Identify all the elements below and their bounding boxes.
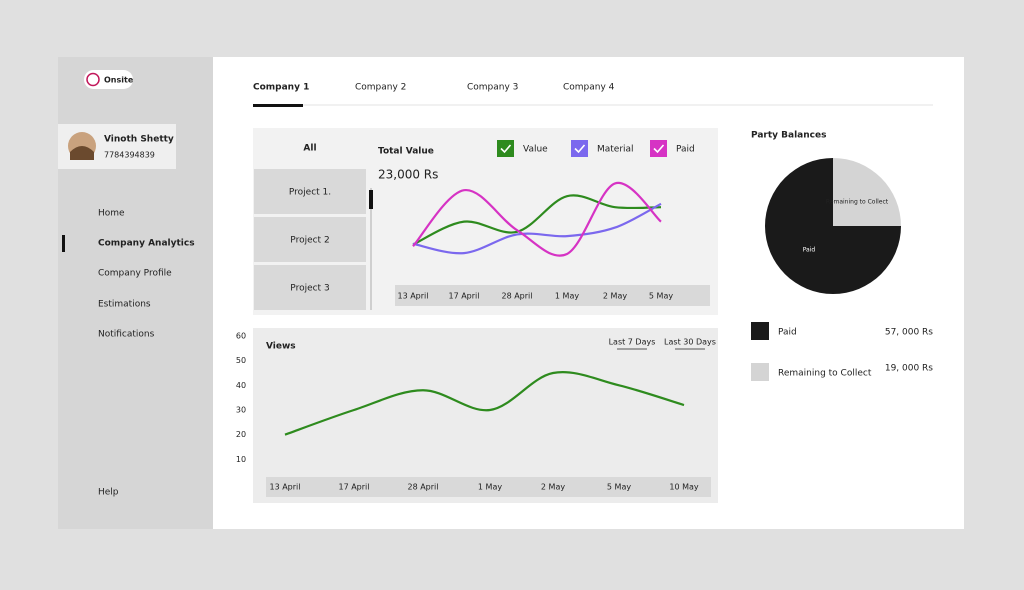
x-tick-label: 17 April — [338, 483, 369, 492]
y-tick-label: 40 — [236, 381, 246, 390]
x-tick-label: 10 May — [669, 483, 699, 492]
nav-item[interactable]: Notifications — [98, 330, 155, 340]
x-tick-label: 13 April — [397, 292, 428, 301]
x-tick-label: 5 May — [649, 292, 673, 301]
chart-title: Total Value — [378, 147, 434, 157]
x-axis-strip — [266, 477, 711, 497]
chart-title: Party Balances — [751, 131, 826, 141]
x-axis-strip — [395, 285, 710, 306]
brand-logo — [86, 72, 100, 87]
legend-checkbox[interactable] — [571, 140, 588, 157]
legend-swatch — [751, 322, 769, 340]
legend-value: 57, 000 Rs — [885, 328, 933, 338]
legend-label: Paid — [676, 145, 695, 155]
series-line — [412, 202, 662, 255]
chart-title: Views — [266, 342, 296, 352]
tab[interactable]: Company 3 — [467, 83, 518, 93]
views-panel — [253, 328, 718, 503]
filter[interactable]: Last 7 Days — [609, 338, 656, 347]
x-tick-label: 28 April — [407, 483, 438, 492]
series-line — [412, 181, 662, 257]
nav-help[interactable]: Help — [98, 488, 119, 498]
tab[interactable]: Company 2 — [355, 83, 406, 93]
avatar-body — [70, 146, 94, 160]
y-tick-label: 10 — [236, 455, 246, 464]
x-tick-label: 5 May — [607, 483, 631, 492]
filter[interactable]: Last 30 Days — [664, 338, 716, 347]
legend-label: Remaining to Collect — [778, 369, 872, 379]
nav-item[interactable]: Home — [98, 209, 125, 219]
brand: Onsite — [104, 76, 134, 85]
user-phone: 7784394839 — [104, 151, 155, 160]
series-line — [284, 371, 685, 436]
legend-check — [500, 144, 512, 154]
x-tick-label: 17 April — [448, 292, 479, 301]
active-marker — [62, 235, 65, 252]
legend-value: 19, 000 Rs — [885, 364, 933, 374]
legend-checkbox[interactable] — [650, 140, 667, 157]
legend-swatch — [751, 363, 769, 381]
tab-underline — [253, 104, 303, 107]
nav-item[interactable]: Company Profile — [98, 269, 172, 279]
tab[interactable]: Company 4 — [563, 83, 615, 93]
legend-checkbox[interactable] — [497, 140, 514, 157]
nav-item[interactable]: Company Analytics — [98, 239, 195, 249]
legend-label: Paid — [778, 328, 797, 338]
x-tick-label: 1 May — [555, 292, 579, 301]
slice-label: Remaining to Collect — [826, 198, 889, 205]
x-tick-label: 13 April — [269, 483, 300, 492]
x-tick-label: 1 May — [478, 483, 502, 492]
y-tick-label: 50 — [236, 356, 246, 365]
y-tick-label: 60 — [236, 332, 246, 341]
legend-label: Material — [597, 145, 634, 155]
legend-check — [653, 144, 665, 154]
project-label[interactable]: Project 3 — [290, 284, 329, 294]
series-line — [412, 194, 662, 246]
x-tick-label: 2 May — [541, 483, 565, 492]
user-name: Vinoth Shetty — [104, 135, 174, 145]
tab[interactable]: Company 1 — [253, 83, 309, 93]
project-label[interactable]: Project 2 — [290, 236, 329, 246]
scroll-thumb[interactable] — [369, 190, 373, 209]
slice-label: Paid — [803, 247, 816, 254]
x-tick-label: 2 May — [603, 292, 627, 301]
project-row[interactable] — [254, 169, 366, 214]
y-tick-label: 30 — [236, 406, 246, 415]
project-row[interactable] — [254, 265, 366, 310]
project-row[interactable] — [254, 217, 366, 262]
projects-header[interactable]: All — [303, 144, 316, 154]
legend-check — [574, 144, 586, 154]
project-label[interactable]: Project 1. — [289, 188, 331, 198]
x-tick-label: 28 April — [501, 292, 532, 301]
pie-slice — [833, 158, 901, 226]
y-tick-label: 20 — [236, 430, 246, 439]
legend-label: Value — [523, 145, 548, 155]
nav-item[interactable]: Estimations — [98, 300, 151, 310]
chart-subtitle: 23,000 Rs — [378, 168, 438, 182]
